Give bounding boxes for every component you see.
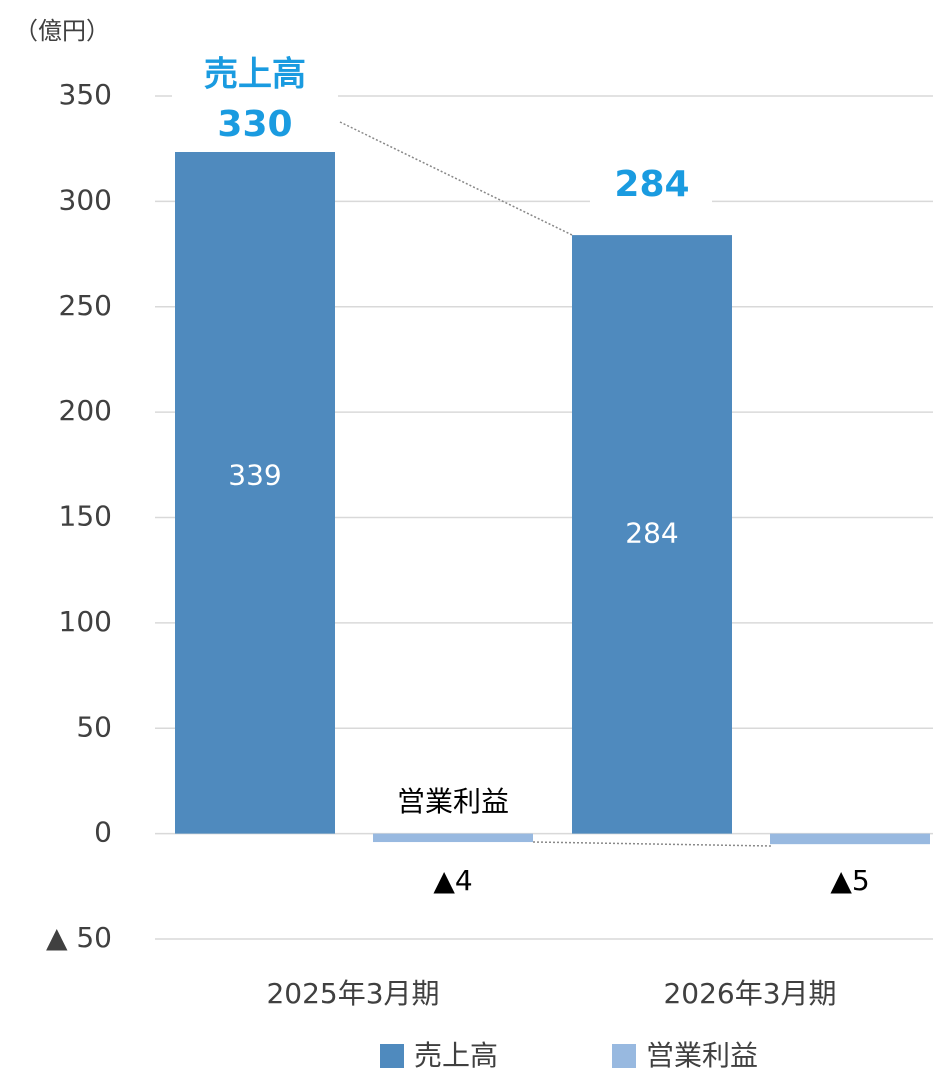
value-label: 284 (625, 516, 678, 549)
annotation: 284 (614, 164, 689, 205)
unit-label: （億円） (14, 17, 110, 45)
annotation-bg (590, 162, 712, 210)
legend-swatch (380, 1044, 404, 1068)
series-label: 営業利益 (397, 785, 509, 818)
y-tick-label: 300 (59, 183, 112, 216)
annotation-bg (172, 52, 338, 152)
x-tick-label: 2026年3月期 (663, 977, 836, 1010)
y-tick-label: 100 (59, 605, 112, 638)
value-label: ▲5 (830, 864, 869, 897)
connector (532, 841, 772, 847)
annotation: 330 (217, 104, 292, 145)
y-tick-label: ▲ 50 (46, 921, 112, 954)
bar (572, 235, 732, 834)
legend-swatch (612, 1044, 636, 1068)
x-tick-label: 2025年3月期 (266, 977, 439, 1010)
bar (373, 833, 533, 843)
y-tick-label: 350 (59, 78, 112, 111)
connector (339, 121, 573, 236)
annotation: 売上高 (204, 55, 306, 95)
y-tick-label: 0 (94, 816, 112, 849)
value-label: 339 (228, 458, 281, 491)
legend-label: 営業利益 (646, 1039, 758, 1072)
value-label: ▲4 (433, 864, 472, 897)
legend-label: 売上高 (414, 1039, 498, 1072)
y-tick-label: 200 (59, 394, 112, 427)
y-tick-label: 150 (59, 500, 112, 533)
y-tick-label: 250 (59, 289, 112, 322)
bar (770, 833, 930, 845)
bar (175, 119, 335, 834)
y-tick-label: 50 (76, 710, 112, 743)
